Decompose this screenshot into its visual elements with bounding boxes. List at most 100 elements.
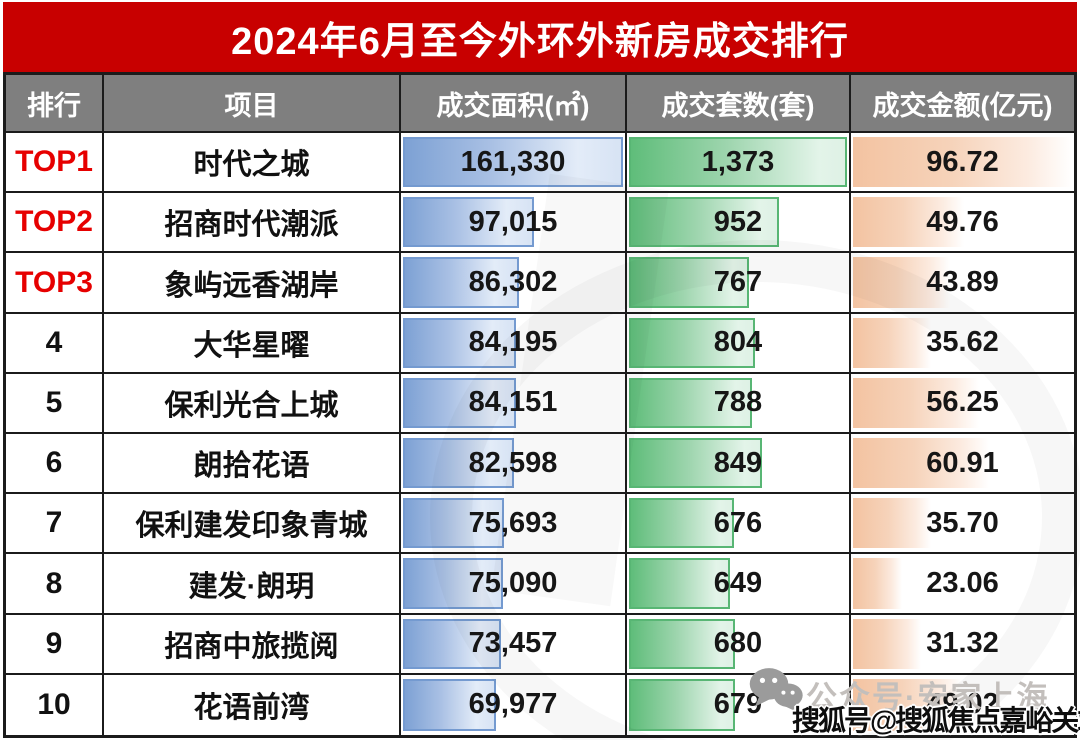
units-bar <box>629 498 735 549</box>
units-bar <box>629 317 756 368</box>
project-cell: 保利建发印象青城 <box>104 494 401 555</box>
table-row: TOP3 象屿远香湖岸 86,302 767 43.89 <box>6 253 1074 314</box>
project-cell: 时代之城 <box>104 133 401 194</box>
area-value: 75,090 <box>468 567 558 600</box>
amount-value: 43.89 <box>926 266 999 298</box>
title-bar: 2024年6月至今外环外新房成交排行 <box>3 2 1077 72</box>
amount-value: 60.91 <box>926 446 999 479</box>
units-value: 1,373 <box>701 145 775 178</box>
header-area: 成交面积(㎡) <box>401 75 627 133</box>
rank-cell: 4 <box>6 313 104 374</box>
units-bar <box>629 678 735 732</box>
project-label: 保利光合上城 <box>164 389 339 422</box>
rank-cell: TOP2 <box>6 193 104 254</box>
area-bar <box>403 618 501 669</box>
amount-value: 31.32 <box>926 627 999 660</box>
area-cell: 84,195 <box>401 313 627 374</box>
units-value: 804 <box>713 326 763 359</box>
rank-label: TOP2 <box>15 205 93 239</box>
amount-bar <box>853 257 951 308</box>
area-value: 97,015 <box>468 205 558 238</box>
amount-value: 35.70 <box>926 506 999 539</box>
amount-cell: 31.32 <box>851 615 1074 675</box>
ranking-table: 排行 项目 成交面积(㎡) 成交套数(套) 成交金额(亿元) TOP1 时代之城… <box>3 72 1077 738</box>
units-cell: 679 <box>627 674 851 736</box>
project-cell: 招商时代潮派 <box>104 193 401 254</box>
project-cell: 保利光合上城 <box>104 373 401 435</box>
table-row: TOP1 时代之城 161,330 1,373 96.72 <box>6 133 1074 194</box>
amount-cell: 56.25 <box>851 374 1074 435</box>
amount-bar <box>853 498 932 549</box>
project-label: 时代之城 <box>193 149 310 182</box>
amount-value: 56.25 <box>926 386 999 419</box>
units-cell: 804 <box>627 313 851 374</box>
project-label: 大华星曜 <box>193 329 310 362</box>
units-value: 680 <box>713 627 763 660</box>
project-label: 朗拾花语 <box>193 450 310 483</box>
project-label: 建发·朗玥 <box>188 570 315 603</box>
amount-bar <box>853 438 990 489</box>
units-value: 676 <box>713 506 763 539</box>
area-cell: 84,151 <box>401 373 627 435</box>
table-row: TOP2 招商时代潮派 97,015 952 49.76 <box>6 193 1074 254</box>
project-cell: 建发·朗玥 <box>104 554 401 615</box>
amount-cell: 43.89 <box>851 253 1074 314</box>
units-bar <box>629 618 735 669</box>
rank-cell: 6 <box>6 434 104 495</box>
page-title: 2024年6月至今外环外新房成交排行 <box>231 20 849 63</box>
rank-label: 4 <box>45 325 63 359</box>
rank-cell: 9 <box>6 614 104 675</box>
amount-cell: 35.70 <box>851 494 1074 555</box>
table-header-row: 排行 项目 成交面积(㎡) 成交套数(套) 成交金额(亿元) <box>6 75 1074 133</box>
area-bar <box>403 257 519 308</box>
amount-cell: 60.91 <box>851 434 1074 495</box>
table-row: 9 招商中旅揽阅 73,457 680 31.32 <box>6 614 1074 675</box>
project-label: 花语前湾 <box>193 691 310 724</box>
units-value: 649 <box>713 567 763 600</box>
area-value: 69,977 <box>468 688 558 721</box>
area-bar <box>403 498 505 549</box>
table-row: 7 保利建发印象青城 75,693 676 35.70 <box>6 494 1074 555</box>
amount-cell: 96.72 <box>851 133 1074 194</box>
amount-cell: 23.06 <box>851 554 1074 615</box>
rank-cell: TOP1 <box>6 133 104 194</box>
area-value: 161,330 <box>460 145 566 178</box>
rank-label: TOP3 <box>15 265 93 299</box>
units-bar <box>629 558 730 609</box>
area-cell: 75,693 <box>401 494 627 555</box>
area-cell: 69,977 <box>401 674 627 736</box>
area-cell: 82,598 <box>401 434 627 495</box>
area-cell: 86,302 <box>401 253 627 314</box>
units-value: 767 <box>713 266 763 298</box>
units-cell: 952 <box>627 193 851 254</box>
rank-cell: 7 <box>6 494 104 555</box>
rank-cell: 8 <box>6 554 104 615</box>
area-cell: 73,457 <box>401 614 627 675</box>
amount-bar <box>853 137 1072 188</box>
project-cell: 招商中旅揽阅 <box>104 614 401 675</box>
area-cell: 161,330 <box>401 133 627 194</box>
project-cell: 象屿远香湖岸 <box>104 253 401 314</box>
rank-label: 6 <box>45 446 63 480</box>
units-value: 788 <box>713 386 763 419</box>
area-value: 84,151 <box>468 386 558 419</box>
rank-label: 7 <box>45 506 63 540</box>
units-cell: 767 <box>627 253 851 314</box>
units-bar <box>629 438 763 489</box>
rank-label: TOP1 <box>15 145 93 179</box>
units-bar <box>629 137 847 188</box>
units-value: 849 <box>713 446 763 479</box>
rank-label: 5 <box>45 385 63 419</box>
units-cell: 680 <box>627 614 851 675</box>
project-cell: 朗拾花语 <box>104 434 401 495</box>
amount-bar <box>853 317 932 368</box>
area-bar <box>403 558 504 609</box>
units-value: 952 <box>713 205 763 238</box>
units-cell: 676 <box>627 494 851 555</box>
area-value: 75,693 <box>468 506 558 539</box>
area-bar <box>403 137 623 188</box>
area-value: 84,195 <box>468 326 558 359</box>
area-bar <box>403 438 514 489</box>
units-cell: 1,373 <box>627 133 851 194</box>
